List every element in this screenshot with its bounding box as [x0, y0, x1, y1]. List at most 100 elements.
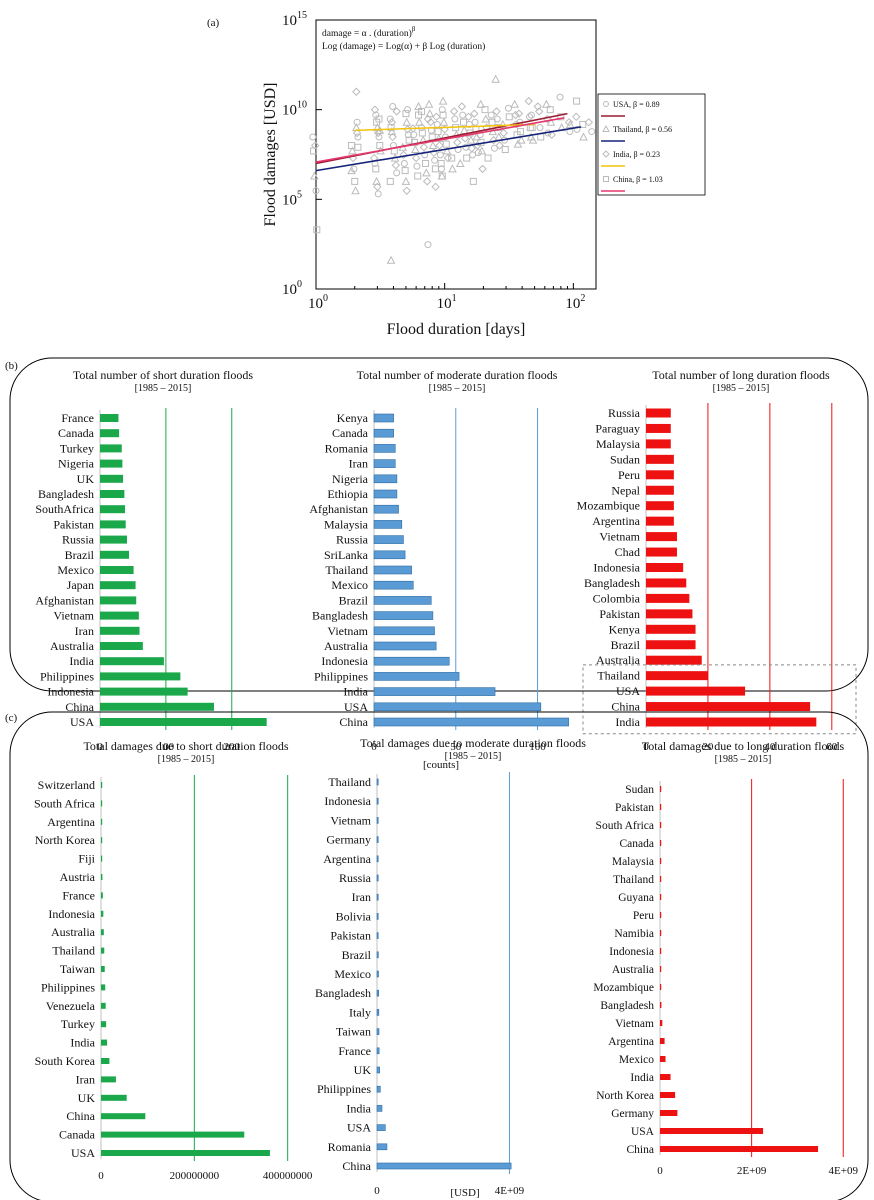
bar-china	[101, 1113, 146, 1120]
category-label: Nepal	[611, 483, 640, 497]
panel-b-frame	[9, 357, 869, 692]
bar-china	[373, 717, 569, 727]
scatter-point	[528, 135, 538, 144]
scatter-point	[459, 111, 467, 119]
category-label: SriLanka	[324, 548, 369, 562]
category-label: Sudan	[625, 784, 654, 796]
x-axis-label: [USD]	[450, 1187, 479, 1199]
category-label: Namibia	[614, 928, 654, 940]
category-label: Brazil	[65, 548, 95, 562]
category-label: China	[339, 715, 368, 729]
scatter-point	[431, 156, 439, 164]
scatter-point	[536, 124, 544, 132]
scatter-point	[573, 97, 581, 105]
category-label: Canada	[58, 426, 95, 440]
chart-short-floods-damage: Total damages due to short duration floo…	[34, 739, 313, 1182]
scatter-point	[313, 226, 321, 234]
category-label: Iran	[75, 624, 94, 638]
category-label: India	[70, 1036, 95, 1050]
scatter-point	[495, 141, 504, 150]
scatter-point	[387, 117, 397, 127]
bar-bolivia	[376, 913, 379, 920]
category-label: Argentina	[323, 852, 371, 866]
panel-label-c: (c)	[5, 712, 18, 724]
scatter-point	[404, 131, 412, 139]
bar-italy	[376, 1009, 380, 1016]
bar-france	[100, 414, 119, 422]
bar-russia	[373, 535, 404, 544]
formula-line-2: Log (damage) = Log(α) + β Log (duration)	[322, 41, 485, 52]
scatter-point	[533, 102, 543, 111]
y-axis-label: Flood damages [USD]	[262, 83, 279, 227]
scatter-point	[463, 154, 471, 162]
bar-south-africa	[660, 822, 662, 828]
scatter-point	[573, 125, 581, 133]
scatter-point	[399, 150, 408, 160]
bar-thailand	[101, 947, 105, 954]
bar-russia	[100, 535, 128, 544]
x-tick-exp: 0	[323, 293, 328, 304]
bar-philippines	[101, 984, 106, 991]
scatter-point	[572, 112, 581, 122]
x-tick-label: 60	[826, 741, 838, 753]
category-label: SouthAfrica	[35, 502, 94, 516]
y-tick-exp: 15	[297, 10, 307, 21]
bar-bangladesh	[100, 490, 125, 498]
category-label: Germany	[611, 1108, 654, 1120]
scatter-point	[414, 172, 422, 180]
scatter-point	[431, 165, 439, 173]
category-label: Russia	[62, 533, 95, 547]
scatter-point	[513, 139, 523, 148]
bar-canada	[101, 1131, 245, 1138]
bar-taiwan	[376, 1028, 380, 1035]
category-label: Brazil	[339, 593, 369, 607]
scatter-point	[352, 87, 361, 96]
scatter-point	[348, 142, 356, 150]
scatter-point	[354, 133, 362, 141]
bar-mozambique	[660, 984, 662, 990]
bar-usa	[660, 1128, 764, 1134]
category-label: Indonesia	[324, 794, 371, 808]
panel-label-b: (b)	[5, 360, 18, 372]
scatter-point	[439, 111, 447, 119]
bar-indonesia	[660, 948, 662, 954]
category-label: Turkey	[60, 441, 94, 455]
legend-marker	[603, 101, 609, 107]
bar-china	[100, 702, 214, 711]
category-label: Philippines	[41, 980, 95, 994]
category-label: Indonesia	[609, 946, 654, 958]
bar-usa	[646, 686, 746, 696]
bar-vietnam	[660, 1020, 663, 1026]
category-label: Argentina	[592, 514, 640, 528]
category-label: India	[615, 715, 640, 729]
chart-title: Total number of long duration floods	[652, 368, 830, 382]
bar-russia	[376, 874, 379, 882]
scatter-point	[422, 168, 431, 177]
y-tick-label: 100	[282, 279, 302, 298]
scatter-point	[453, 138, 462, 147]
chart-long-floods-damage: Total damages due to long duration flood…	[593, 739, 858, 1177]
bar-mozambique	[646, 501, 674, 511]
scatter-point	[393, 169, 401, 177]
bar-austria	[101, 874, 103, 880]
bar-mexico	[376, 970, 379, 978]
scatter-point	[424, 99, 434, 108]
chart-title: Total number of short duration floods	[73, 368, 253, 382]
chart-moderate-floods-count: Total number of moderate duration floods…	[309, 368, 569, 771]
scatter-point	[426, 117, 435, 127]
category-label: Philippines	[314, 669, 368, 683]
scatter-point	[478, 164, 487, 174]
bar-france	[101, 892, 103, 899]
scatter-point	[410, 144, 420, 154]
scatter-point	[492, 107, 501, 116]
bar-north-korea	[660, 1092, 676, 1098]
bar-australia	[373, 641, 437, 651]
scatter-point	[386, 115, 394, 123]
bar-mexico	[373, 580, 414, 590]
bar-peru	[646, 470, 674, 480]
bar-india	[376, 1105, 383, 1112]
scatter-point	[347, 166, 356, 175]
scatter-point	[449, 107, 459, 116]
